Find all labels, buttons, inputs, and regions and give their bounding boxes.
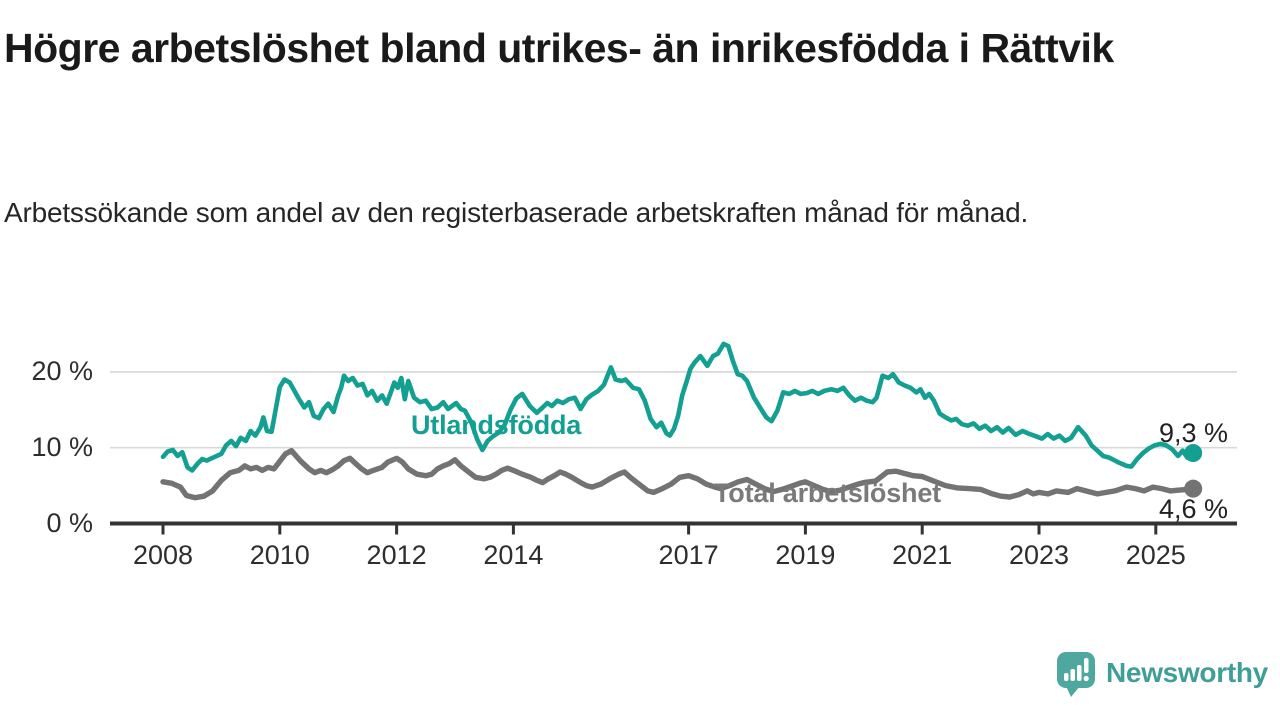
chart-title: Högre arbetslöshet bland utrikes- än inr… [4,25,1114,71]
x-axis-label: 2014 [483,540,544,570]
end-value-label-total: 4,6 % [1158,494,1228,524]
x-axis-label: 2008 [132,540,194,570]
x-axis-label: 2012 [366,540,427,570]
x-axis-label: 2023 [1008,540,1070,570]
series-line [160,341,1196,473]
series-end-dot [1184,479,1203,498]
newsworthy-brand-name: Newsworthy [1106,657,1268,688]
series-label-utlandsfodda: Utlandsfödda [411,410,582,440]
y-axis-label: 10 % [31,431,93,462]
y-axis-label: 20 % [31,355,93,386]
newsworthy-speech-bubble-chart-icon [1057,652,1095,697]
y-axis-label: 0 % [46,507,93,538]
x-axis-label: 2021 [892,540,953,570]
series-end-dot [1184,444,1203,463]
x-axis-label: 2019 [775,540,836,570]
series-line [160,448,1196,501]
newsworthy-logo: Newsworthy [1056,650,1268,698]
x-axis-label: 2010 [249,540,310,570]
chart-subtitle: Arbetssökande som andel av den registerb… [4,197,1029,228]
series-label-total-arbetsloshet: Total arbetslöshet [714,478,941,508]
x-axis-label: 2017 [658,540,719,570]
x-axis-label: 2025 [1125,540,1186,570]
end-value-label-utlandsfodda: 9,3 % [1158,418,1228,448]
